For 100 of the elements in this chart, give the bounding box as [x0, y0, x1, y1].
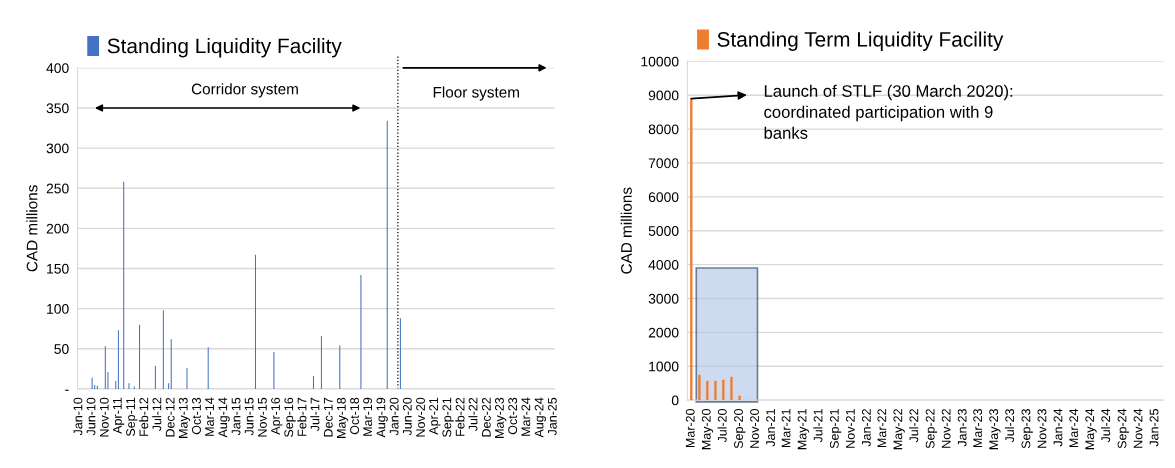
y-tick-label: 9000: [648, 90, 679, 101]
y-tick-label: 2000: [648, 327, 679, 338]
x-tick-label: Jan-10: [73, 397, 83, 436]
y-tick-label: 400: [46, 63, 69, 74]
y-tick-label: 5000: [648, 226, 679, 236]
x-tick-label: Feb-22: [455, 397, 465, 436]
x-tick-label: Jan-25: [547, 397, 557, 436]
legend-label: Standing Term Liquidity Facility: [717, 31, 1004, 51]
y-tick-label: 200: [46, 223, 69, 234]
x-tick-label: Oct-13: [192, 397, 201, 435]
x-tick-label: May-22: [893, 409, 905, 450]
x-tick-label: Mar-14: [205, 397, 214, 436]
x-tick-label: May-13: [178, 397, 191, 438]
y-tick-label: 7000: [648, 158, 679, 169]
x-tick-label: Jul-22: [909, 409, 919, 443]
x-tick-label: Sep-22: [925, 409, 938, 449]
x-tick-label: Jan-21: [766, 409, 775, 447]
x-tick-label: Feb-17: [297, 397, 307, 436]
bar: [730, 376, 733, 401]
y-tick-label: 50: [54, 344, 69, 354]
x-tick-label: Sep-24: [1117, 408, 1129, 449]
x-tick-label: Mar-24: [1069, 408, 1079, 448]
x-tick-label: Jul-17: [310, 397, 320, 432]
x-tick-label: Oct-23: [508, 397, 518, 435]
x-tick-label: May-18: [336, 397, 349, 438]
x-tick-label: Aug-19: [376, 397, 388, 438]
x-tick-label: Mar-21: [781, 409, 791, 448]
x-tick-label: May-21: [797, 409, 809, 450]
y-tick-label: 4000: [648, 259, 679, 270]
x-tick-label: Nov-20: [416, 397, 425, 437]
x-tick-label: Mar-24: [521, 397, 531, 436]
x-tick-label: Jun-15: [244, 397, 254, 436]
x-tick-label: Apr-16: [271, 397, 283, 435]
x-tick-label: Nov-22: [941, 409, 951, 448]
x-tick-label: May-20: [701, 408, 714, 450]
bar: [706, 380, 709, 401]
x-tick-label: Sep-16: [284, 397, 296, 437]
y-tick-label: 10000: [641, 56, 679, 67]
x-tick-label: Jul-21: [813, 409, 823, 443]
x-tick-label: Nov-23: [1037, 409, 1047, 448]
x-tick-label: Oct-18: [350, 397, 359, 435]
x-tick-label: Sep-21: [829, 409, 842, 449]
bar: [698, 374, 701, 401]
bar: [722, 379, 725, 401]
x-tick-label: Nov-24: [1133, 408, 1143, 448]
x-tick-label: Dec-17: [323, 397, 333, 437]
x-tick-label: Sep-11: [126, 397, 138, 437]
x-tick-label: Jan-25: [1149, 408, 1159, 447]
x-tick-label: Aug-14: [218, 397, 230, 438]
x-tick-label: Mar-20: [685, 408, 695, 448]
y-tick-label: 300: [46, 143, 69, 154]
x-tick-label: Nov-10: [99, 397, 109, 437]
x-tick-label: May-23: [494, 397, 507, 438]
x-tick-label: Jan-15: [231, 397, 241, 436]
x-tick-label: Dec-12: [165, 397, 175, 437]
y-tick-label: 3000: [648, 293, 679, 304]
y-tick-label: 1000: [649, 361, 679, 372]
x-tick-label: May-23: [989, 409, 1001, 450]
x-tick-label: Jun-20: [402, 397, 412, 436]
x-tick-label: May-24: [1085, 408, 1097, 450]
x-tick-label: Jul-12: [152, 397, 162, 432]
y-tick-label: 250: [46, 183, 69, 194]
y-tick-label: 8000: [648, 124, 679, 135]
x-tick-label: Jun-10: [86, 397, 96, 436]
x-tick-label: Sep-20: [734, 408, 746, 449]
x-tick-label: Jan-20: [389, 397, 399, 436]
x-tick-label: Nov-15: [258, 397, 267, 437]
legend-label: Standing Liquidity Facility: [107, 38, 342, 58]
x-tick-label: Jan-23: [957, 409, 967, 447]
y-tick-label: 150: [47, 263, 69, 274]
x-tick-label: Mar-22: [877, 409, 887, 448]
x-tick-label: Sep-21: [442, 397, 454, 437]
x-tick-label: Jan-24: [1053, 408, 1063, 447]
x-tick-label: Jul-22: [468, 397, 478, 432]
x-tick-label: Jul-24: [1100, 408, 1111, 443]
y-tick-label: 0: [671, 395, 679, 406]
x-tick-label: Jul-20: [717, 408, 727, 443]
annotation: Floor system: [433, 86, 519, 101]
x-tick-label: Mar-23: [973, 409, 983, 448]
bar: [738, 395, 741, 401]
bar: [714, 380, 717, 401]
x-tick-label: Jul-23: [1004, 409, 1015, 443]
x-tick-label: Jan-22: [861, 409, 871, 447]
y-tick-label: 350: [46, 103, 69, 114]
y-axis-title: CAD millions: [620, 187, 632, 274]
y-tick-label: -: [65, 389, 69, 391]
x-tick-label: Sep-23: [1021, 409, 1033, 449]
y-tick-label: 100: [47, 303, 69, 314]
x-tick-label: Apr-11: [113, 397, 125, 434]
x-tick-label: Mar-19: [363, 397, 373, 436]
x-tick-label: Apr-21: [429, 397, 441, 435]
x-tick-label: Aug-24: [534, 397, 546, 438]
x-tick-label: Dec-22: [481, 397, 491, 437]
x-tick-label: Nov-21: [845, 409, 855, 448]
y-axis-title: CAD millions: [26, 185, 38, 272]
annotation: Corridor system: [191, 83, 298, 98]
y-tick-label: 6000: [648, 192, 679, 203]
x-tick-label: Nov-20: [750, 408, 759, 448]
annotation: Launch of STLF (30 March 2020): coordinated participation with 9 banks: [764, 84, 1013, 139]
x-tick-label: Feb-12: [139, 397, 149, 436]
